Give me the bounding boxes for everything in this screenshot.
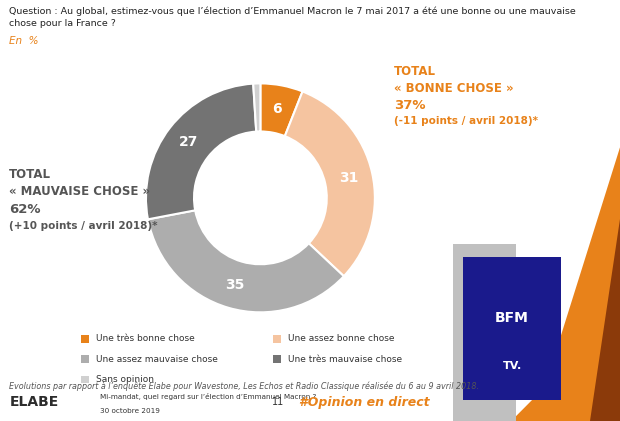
Text: Evolutions par rapport à l’enquête Elabe pour Wavestone, Les Echos et Radio Clas: Evolutions par rapport à l’enquête Elabe…: [9, 381, 479, 391]
Text: 30 octobre 2019: 30 octobre 2019: [100, 408, 159, 414]
FancyBboxPatch shape: [463, 257, 562, 400]
Text: 35: 35: [226, 278, 245, 292]
Text: Une assez bonne chose: Une assez bonne chose: [288, 334, 395, 344]
Text: Une très bonne chose: Une très bonne chose: [96, 334, 195, 344]
Text: « MAUVAISE CHOSE »: « MAUVAISE CHOSE »: [9, 185, 151, 198]
Text: 37%: 37%: [394, 99, 425, 112]
Text: 27: 27: [179, 136, 198, 149]
Text: En  %: En %: [9, 36, 39, 46]
Wedge shape: [253, 83, 260, 132]
Text: TOTAL: TOTAL: [394, 65, 436, 78]
Text: TV.: TV.: [502, 361, 521, 371]
Text: 11: 11: [272, 397, 284, 408]
Wedge shape: [148, 210, 344, 312]
Wedge shape: [146, 84, 256, 219]
Text: BFM: BFM: [495, 311, 529, 325]
Text: 6: 6: [273, 102, 282, 116]
Text: 31: 31: [339, 171, 358, 185]
Text: Question : Au global, estimez-vous que l’élection d’Emmanuel Macron le 7 mai 201: Question : Au global, estimez-vous que l…: [9, 6, 576, 16]
Text: Une très mauvaise chose: Une très mauvaise chose: [288, 354, 402, 364]
Text: Sans opinion: Sans opinion: [96, 375, 154, 384]
Wedge shape: [285, 91, 375, 276]
Wedge shape: [260, 83, 303, 136]
Polygon shape: [511, 147, 620, 421]
Text: chose pour la France ?: chose pour la France ?: [9, 19, 116, 28]
Polygon shape: [590, 219, 620, 421]
Text: (+10 points / avril 2018)*: (+10 points / avril 2018)*: [9, 221, 158, 231]
Text: Mi-mandat, quel regard sur l’élection d’Emmanuel Macron ?: Mi-mandat, quel regard sur l’élection d’…: [100, 393, 316, 400]
Text: (-11 points / avril 2018)*: (-11 points / avril 2018)*: [394, 116, 538, 126]
Text: 62%: 62%: [9, 203, 41, 216]
FancyBboxPatch shape: [453, 244, 516, 421]
Text: Une assez mauvaise chose: Une assez mauvaise chose: [96, 354, 218, 364]
Text: #Opinion en direct: #Opinion en direct: [299, 396, 429, 409]
Text: TOTAL: TOTAL: [9, 168, 51, 181]
Text: « BONNE CHOSE »: « BONNE CHOSE »: [394, 82, 513, 95]
Text: ELABE: ELABE: [10, 395, 59, 409]
